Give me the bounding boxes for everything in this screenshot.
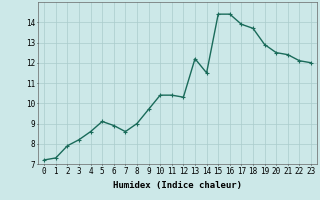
X-axis label: Humidex (Indice chaleur): Humidex (Indice chaleur) [113, 181, 242, 190]
